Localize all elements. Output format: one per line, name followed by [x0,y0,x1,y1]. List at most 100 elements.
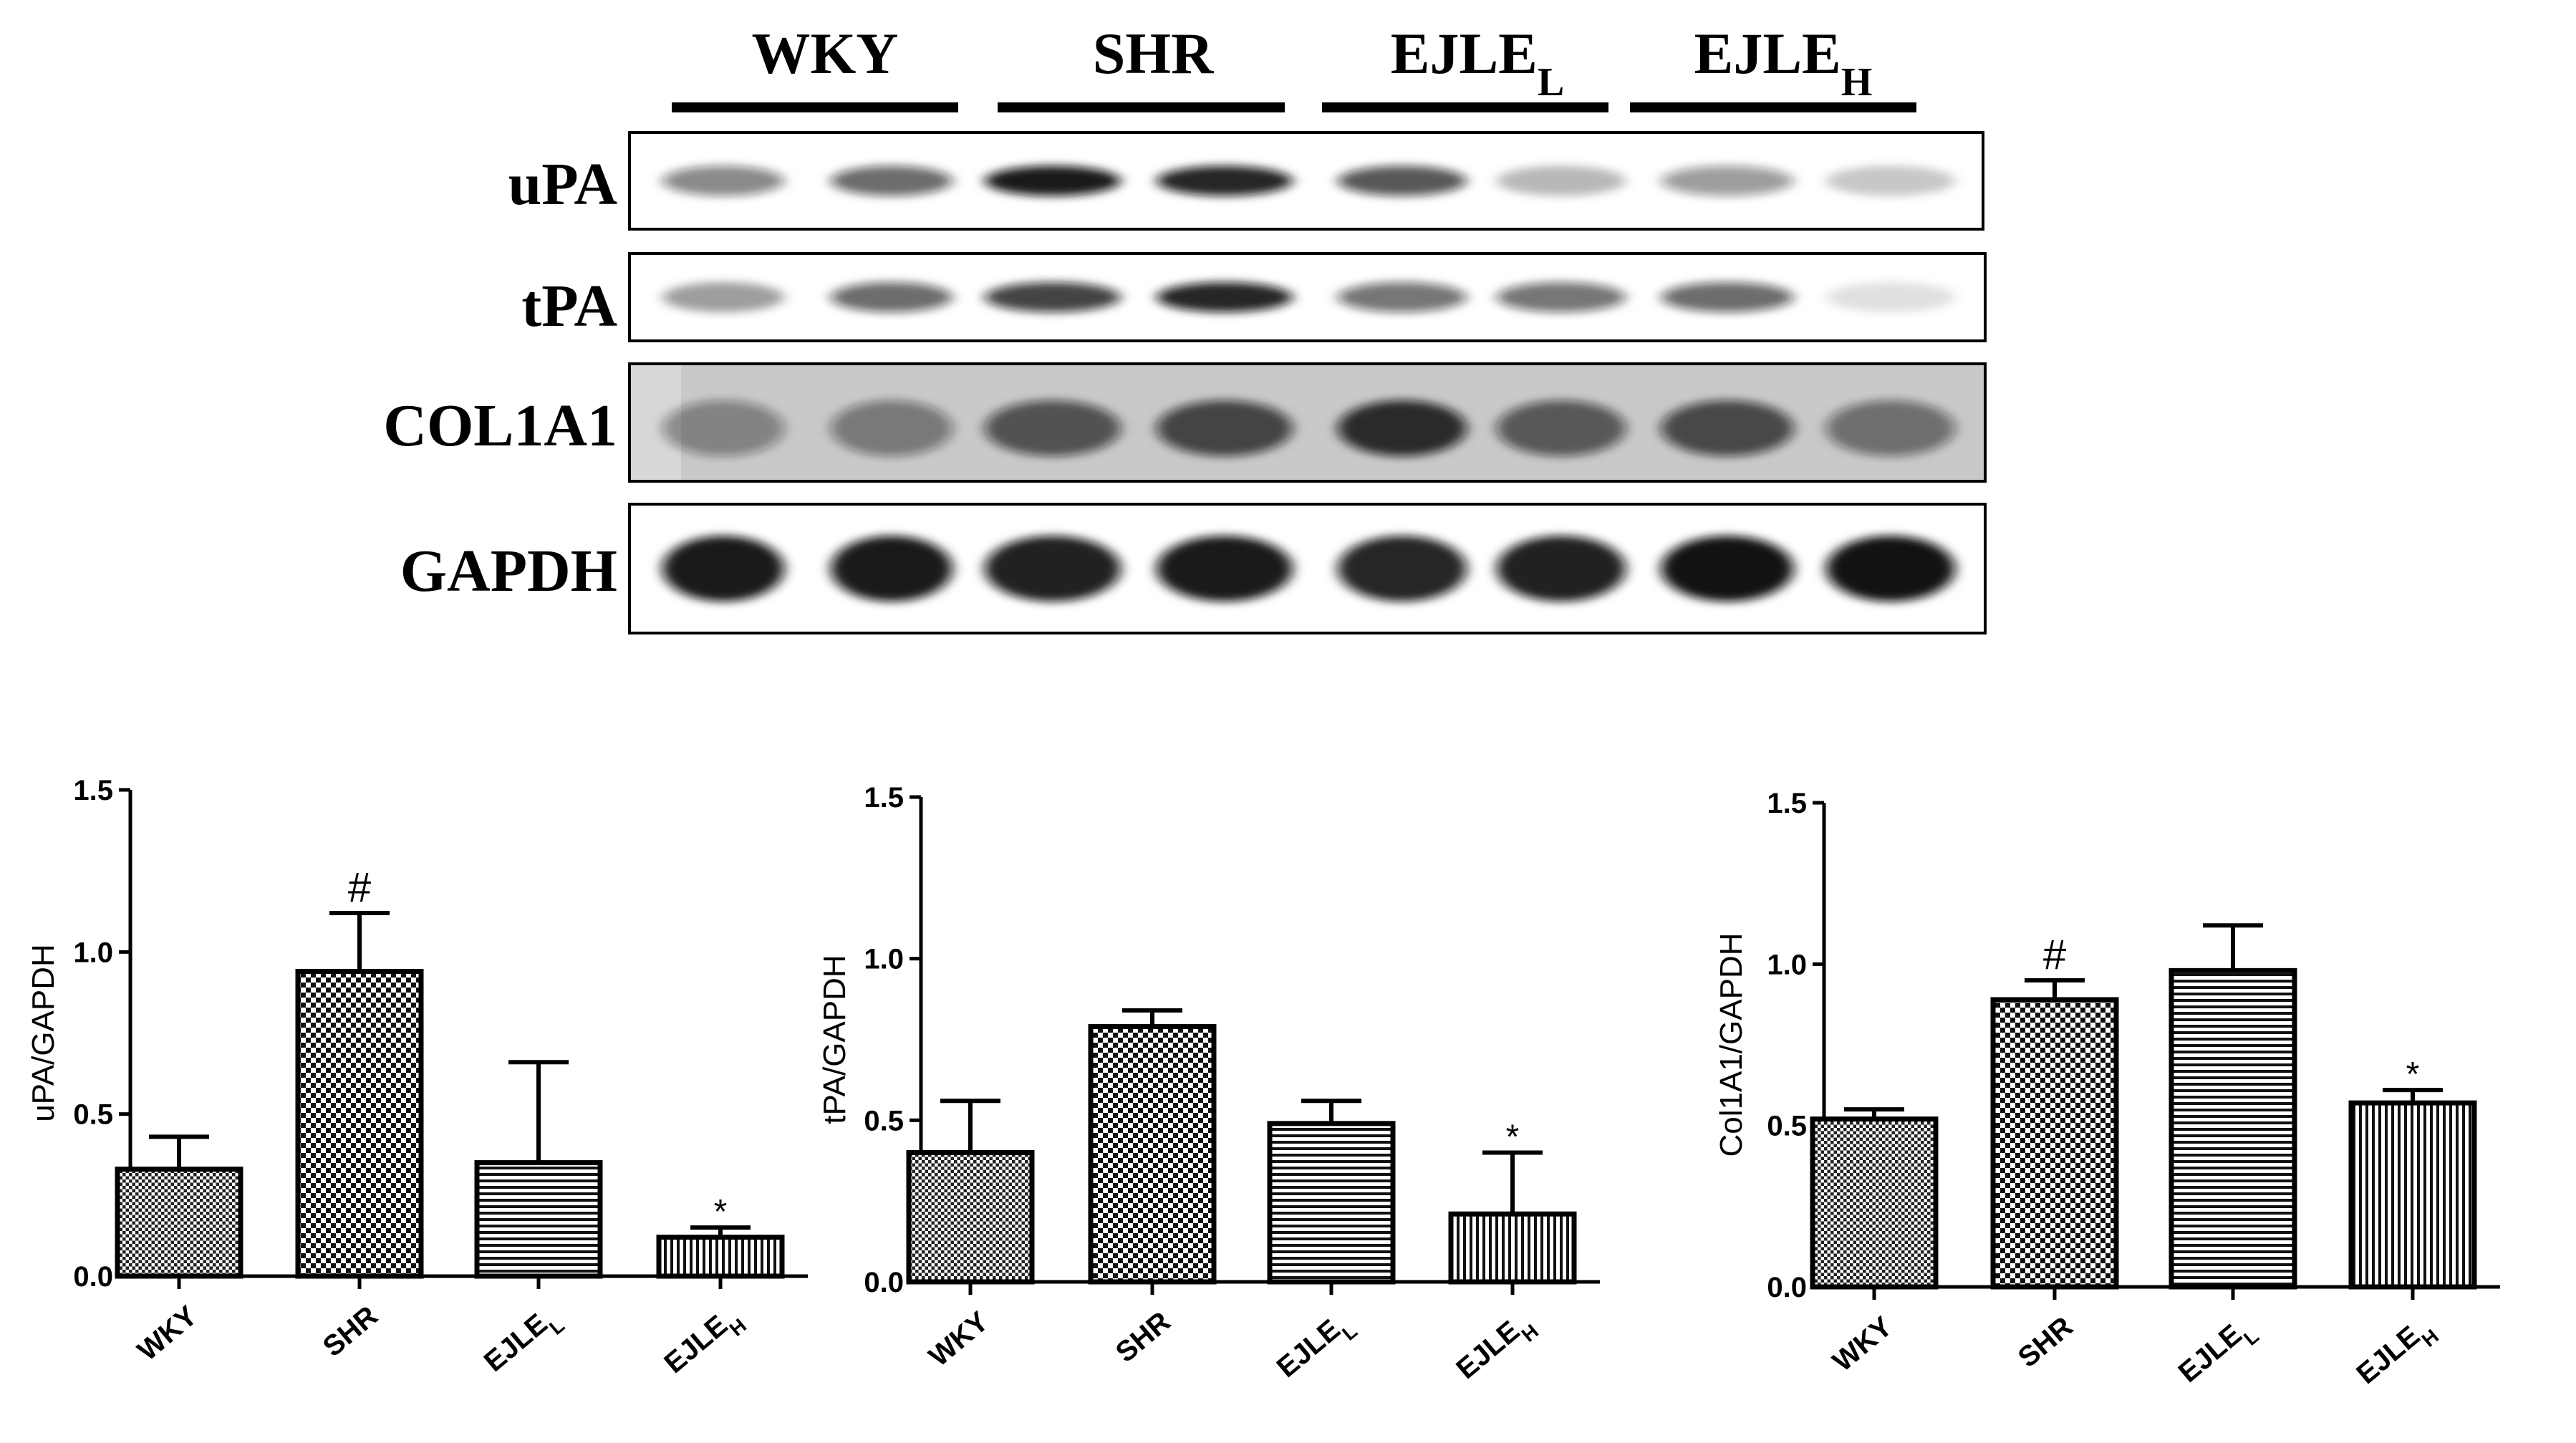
blot-band [1497,282,1626,312]
blot-band [985,400,1121,456]
bar [295,968,424,1279]
y-tick-label: 1.0 [73,937,113,968]
chart-1: 0.0 0.5 1.0 1.5 uPA/GAPDH WKY # SHR EJLEL * EJLEH [26,775,808,1386]
bar [1990,997,2119,1290]
blot-band [1826,536,1955,602]
x-tick-label-main: WKY [132,1300,203,1367]
bar [1088,1023,1217,1285]
blot-row-label: uPA [508,151,618,218]
bar [2348,1100,2477,1290]
x-tick-label-main: EJLE [2350,1320,2426,1390]
bar [1810,1116,1939,1290]
chart-2: 0.0 0.5 1.0 1.5 tPA/GAPDH WKY SHR EJLEL * EJLEH [817,782,1600,1392]
y-tick-label: 0.5 [73,1099,113,1131]
blot-group-underline [672,102,958,112]
blot-band [831,400,952,456]
significance-marker: * [714,1193,728,1231]
blot-group-name: SHR [1093,21,1214,86]
y-axis-title: uPA/GAPDH [26,944,61,1122]
x-tick-label: EJLEL [1271,1306,1361,1391]
y-tick-label: 1.5 [1767,788,1807,819]
blot-band [662,536,784,602]
blot-group-sub: H [1841,60,1873,105]
x-tick-label-main: EJLE [1271,1313,1346,1384]
blot-band [662,282,784,312]
significance-marker: # [2043,932,2066,978]
blot-band [985,536,1121,602]
blot-band [1497,165,1626,196]
y-axis-title: tPA/GAPDH [817,955,852,1124]
blot-group-underline [998,102,1285,112]
blot-band [1826,165,1955,196]
bar [656,1235,785,1279]
x-tick-label-main: SHR [1110,1306,1177,1369]
blot-band [1661,400,1794,456]
bar [1267,1121,1396,1285]
bar [1448,1211,1577,1285]
x-tick-label-main: WKY [1827,1311,1899,1378]
blot-band [1497,400,1626,456]
y-tick-label: 0.0 [1767,1272,1807,1303]
x-tick-label: EJLEL [2173,1311,2263,1396]
x-tick-label: SHR [317,1300,384,1363]
blot-band [1661,282,1794,312]
blot-row-label: COL1A1 [383,392,617,459]
y-tick-label: 0.5 [864,1105,904,1136]
x-tick-label: WKY [923,1306,995,1373]
blot-band [662,165,784,196]
blot-group-name: EJLE [1391,21,1538,86]
blot-band [1157,282,1293,312]
y-tick-label: 1.5 [864,782,904,814]
y-tick-label: 1.0 [1767,949,1807,980]
x-tick-label-main: EJLE [478,1308,554,1378]
blot-band [831,282,952,312]
blot-band [985,165,1121,196]
blot-band [1826,400,1955,456]
blot-band [1157,536,1293,602]
blot-group-label: EJLEL [1391,21,1564,105]
blot-band [1661,536,1794,602]
significance-marker: * [2406,1056,2420,1094]
bar [2169,967,2297,1290]
blot-group-sub: L [1538,60,1564,105]
x-tick-label-main: EJLE [1450,1315,1525,1385]
chart-3: 0.0 0.5 1.0 1.5 Col1A1/GAPDH WKY # SHR EJLEL * EJL… [1714,788,2500,1396]
blot-band [831,165,952,196]
blot-band [985,282,1121,312]
blot-band [1661,165,1794,196]
blot-band [1157,165,1293,196]
blot-band [1826,282,1955,312]
x-tick-label-main: EJLE [658,1309,733,1379]
significance-marker: # [348,864,371,911]
y-tick-label: 0.0 [864,1267,904,1298]
x-tick-label: EJLEL [478,1300,569,1385]
blot-row-label: tPA [521,273,617,339]
x-tick-label-main: SHR [2012,1311,2079,1374]
blot-group-name: EJLE [1694,21,1841,86]
bar-charts: 0.0 0.5 1.0 1.5 uPA/GAPDH WKY # SHR EJLEL * EJLEH 0… [26,775,2500,1396]
x-tick-label-main: WKY [923,1306,995,1373]
x-tick-label: EJLEH [658,1300,750,1386]
x-tick-label-main: SHR [317,1300,384,1363]
x-tick-label: EJLEH [1450,1306,1542,1392]
blot-group-underline [1630,102,1916,112]
y-tick-label: 1.0 [864,944,904,975]
blot-band [1338,400,1467,456]
blot-band [662,400,784,456]
bar [474,1160,603,1279]
blot-band [1338,282,1467,312]
blot-band [1338,536,1467,602]
x-tick-label: SHR [2012,1311,2079,1374]
y-tick-label: 0.0 [73,1261,113,1293]
x-tick-label-main: EJLE [2173,1318,2248,1389]
bar [115,1167,243,1279]
blot-band [1497,536,1626,602]
blot-row-label: GAPDH [400,538,617,604]
blot-group-name: WKY [752,21,899,86]
blot-group-label: SHR [1093,21,1214,86]
blot-band [831,536,952,602]
y-axis-title: Col1A1/GAPDH [1714,932,1749,1157]
blot-band [1338,165,1467,196]
x-tick-label: SHR [1110,1306,1177,1369]
